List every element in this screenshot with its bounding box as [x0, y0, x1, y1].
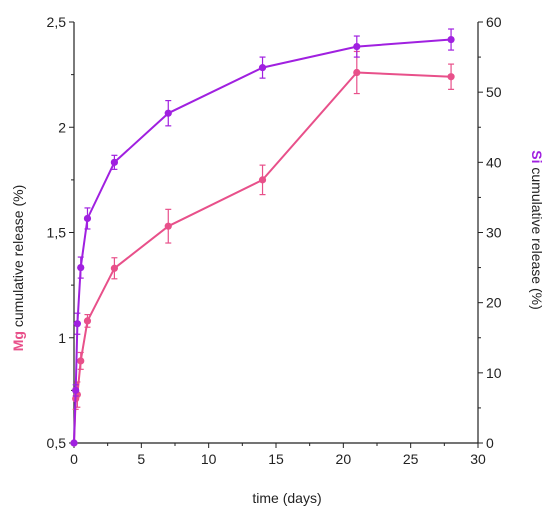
y-right-tick-label: 20 — [486, 295, 502, 311]
data-point — [164, 109, 172, 117]
x-tick-label: 0 — [70, 451, 78, 467]
ticks: 0 5 10 15 20 25 30 0,5 1 1,5 2 2,5 0 10 20 30 40 50 60 — [47, 14, 502, 467]
data-point — [83, 214, 92, 223]
right-axis-title: Si cumulative release (%) — [529, 150, 545, 310]
data-point — [77, 263, 85, 272]
x-tick-label: 30 — [470, 451, 486, 467]
data-point — [83, 317, 92, 325]
y-right-tick-label: 60 — [486, 14, 502, 30]
y-left-tick-label: 2,5 — [47, 14, 67, 30]
data-point — [110, 158, 118, 166]
x-tick-label: 10 — [201, 451, 217, 467]
y-left-tick-label: 1,5 — [47, 225, 67, 241]
x-tick-label: 15 — [268, 451, 284, 467]
data-point — [77, 357, 85, 365]
left-axis-element: Mg — [10, 331, 26, 351]
data-point — [353, 42, 361, 51]
data-point — [72, 386, 80, 394]
y-right-tick-label: 30 — [486, 225, 502, 241]
series-si — [70, 28, 455, 447]
series-line — [73, 38, 452, 444]
data-point — [110, 264, 118, 272]
y-left-tick-label: 1 — [58, 330, 66, 346]
data-point — [164, 222, 172, 230]
y-left-tick-label: 2 — [58, 119, 66, 135]
y-right-tick-label: 50 — [486, 84, 502, 100]
axes — [73, 22, 479, 444]
y-left-tick-label: 0,5 — [47, 435, 67, 451]
series-mg — [70, 50, 455, 447]
data-point — [258, 176, 267, 184]
data-point — [258, 64, 267, 72]
series-layer — [70, 28, 455, 447]
data-point — [70, 439, 78, 447]
data-point — [447, 73, 455, 81]
data-point — [447, 35, 455, 44]
y-right-tick-label: 0 — [486, 435, 494, 451]
y-right-tick-label: 10 — [486, 365, 502, 381]
x-tick-label: 20 — [336, 451, 352, 467]
x-tick-label: 5 — [137, 451, 145, 467]
right-axis-text: cumulative release (%) — [529, 163, 545, 309]
data-point — [353, 68, 361, 77]
left-axis-text: cumulative release (%) — [10, 185, 26, 331]
right-axis-element: Si — [529, 150, 545, 163]
x-axis-title: time (days) — [252, 490, 321, 506]
y-right-tick-label: 40 — [486, 154, 502, 170]
series-line — [73, 71, 452, 444]
data-point — [73, 320, 81, 328]
left-axis-title: Mg cumulative release (%) — [10, 185, 26, 352]
x-tick-label: 25 — [403, 451, 419, 467]
